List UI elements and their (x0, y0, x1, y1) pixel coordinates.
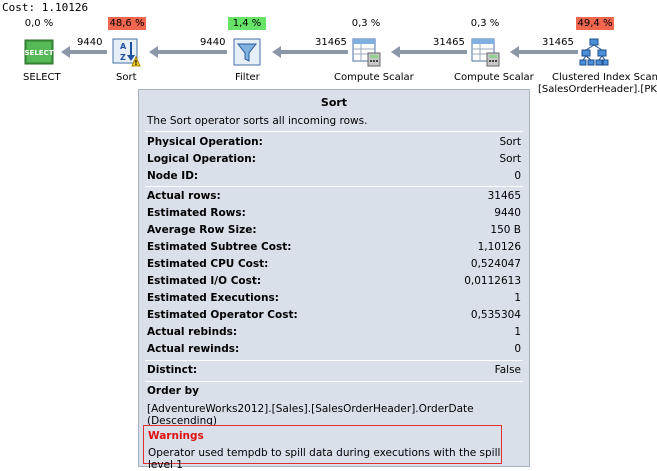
operator-tooltip: Sort The Sort operator sorts all incomin… (138, 89, 530, 471)
flow-arrowhead (391, 46, 400, 58)
warnings-heading: Warnings (148, 430, 204, 442)
flow-arrow (157, 50, 227, 54)
flow-arrow (69, 50, 107, 54)
property-key: Actual rebinds: (147, 326, 238, 338)
property-value: 1 (514, 326, 521, 338)
tooltip-description: The Sort operator sorts all incoming row… (147, 115, 368, 127)
op-label-select: SELECT (23, 72, 61, 83)
flow-arrowhead (61, 46, 70, 58)
property-value: 9440 (494, 207, 521, 219)
property-row: Logical Operation: Sort (147, 153, 521, 170)
property-value: 1 (514, 292, 521, 304)
clustered-index-scan-icon[interactable] (579, 37, 609, 67)
op-label-index-name: [SalesOrderHeader].[PK_... (538, 84, 657, 95)
row-count-label: 9440 (77, 37, 103, 48)
filter-icon[interactable] (232, 37, 262, 67)
property-row: Estimated Executions: 1 (147, 292, 521, 309)
property-key: Estimated I/O Cost: (147, 275, 262, 287)
property-value: 0 (514, 343, 521, 355)
property-value: 150 B (490, 224, 521, 236)
flow-arrowhead (149, 46, 158, 58)
select-icon[interactable]: SELECT (24, 37, 54, 67)
property-value: 31465 (487, 190, 521, 202)
property-key: Estimated CPU Cost: (147, 258, 269, 270)
property-value: 0,0112613 (464, 275, 521, 287)
tooltip-title: Sort (320, 96, 348, 109)
warnings-box: Warnings Operator used tempdb to spill d… (143, 425, 502, 471)
row-count-label: 31465 (542, 37, 574, 48)
property-row: Estimated I/O Cost: 0,0112613 (147, 275, 521, 292)
warnings-text: Operator used tempdb to spill data durin… (148, 447, 501, 471)
property-value: 0,535304 (470, 309, 521, 321)
property-value: 1,10126 (477, 241, 521, 253)
property-value: 0,524047 (470, 258, 521, 270)
property-key: Estimated Rows: (147, 207, 246, 219)
property-row: Estimated Operator Cost: 0,535304 (147, 309, 521, 326)
property-key: Actual rewinds: (147, 343, 240, 355)
property-row: Estimated CPU Cost: 0,524047 (147, 258, 521, 275)
compute-scalar-icon[interactable] (470, 37, 500, 67)
cost-percent-sort: 48,6 % (108, 17, 146, 30)
svg-text:A: A (120, 42, 127, 51)
cost-percent-compute-scalar: 0,3 % (351, 18, 381, 29)
cost-percent-select: 0,0 % (24, 18, 54, 29)
op-label-compute-scalar-2: Compute Scalar (454, 72, 534, 83)
property-row: Estimated Subtree Cost: 1,10126 (147, 241, 521, 258)
property-key: Estimated Executions: (147, 292, 279, 304)
property-row: Actual rebinds: 1 (147, 326, 521, 343)
op-label-clustered-index-scan: Clustered Index Scan (552, 72, 657, 83)
plan-cost-label: Cost: 1.10126 (2, 1, 89, 14)
row-count-label: 31465 (433, 37, 465, 48)
flow-arrowhead (510, 46, 519, 58)
tooltip-divider (145, 360, 523, 361)
tooltip-divider (145, 186, 523, 187)
property-row: Node ID: 0 (147, 170, 521, 187)
property-row: Actual rewinds: 0 (147, 343, 521, 360)
cost-percent-clustered-index-scan: 49,4 % (576, 17, 614, 30)
tooltip-divider (145, 131, 523, 132)
property-row: Average Row Size: 150 B (147, 224, 521, 241)
property-key: Actual rows: (147, 190, 221, 202)
order-by-value: [AdventureWorks2012].[Sales].[SalesOrder… (147, 403, 474, 427)
property-row: Actual rows: 31465 (147, 190, 521, 207)
property-row: Distinct: False (147, 364, 521, 381)
property-key: Node ID: (147, 170, 199, 182)
flow-arrowhead (272, 46, 281, 58)
op-label-compute-scalar: Compute Scalar (334, 72, 414, 83)
flow-arrow (518, 50, 578, 54)
property-row: Estimated Rows: 9440 (147, 207, 521, 224)
compute-scalar-icon[interactable] (351, 37, 381, 67)
row-count-label: 31465 (315, 37, 347, 48)
property-value: 0 (514, 170, 521, 182)
property-value: Sort (499, 136, 521, 148)
order-by-heading: Order by (147, 385, 199, 397)
property-key: Distinct: (147, 364, 198, 376)
sort-warning-icon[interactable]: A Z ! (111, 37, 141, 67)
tooltip-divider (145, 381, 523, 382)
svg-text:Z: Z (120, 53, 126, 62)
op-label-filter: Filter (235, 72, 260, 83)
flow-arrow (399, 50, 467, 54)
property-key: Physical Operation: (147, 136, 263, 148)
property-value: Sort (499, 153, 521, 165)
cost-percent-compute-scalar-2: 0,3 % (470, 18, 500, 29)
property-key: Average Row Size: (147, 224, 257, 236)
property-value: False (494, 364, 521, 376)
property-key: Logical Operation: (147, 153, 256, 165)
cost-percent-filter: 1,4 % (228, 17, 266, 30)
property-key: Estimated Operator Cost: (147, 309, 298, 321)
svg-text:!: ! (134, 59, 137, 67)
row-count-label: 9440 (200, 37, 226, 48)
property-key: Estimated Subtree Cost: (147, 241, 292, 253)
property-row: Physical Operation: Sort (147, 136, 521, 153)
svg-text:SELECT: SELECT (25, 49, 54, 57)
op-label-sort: Sort (116, 72, 137, 83)
flow-arrow (280, 50, 348, 54)
